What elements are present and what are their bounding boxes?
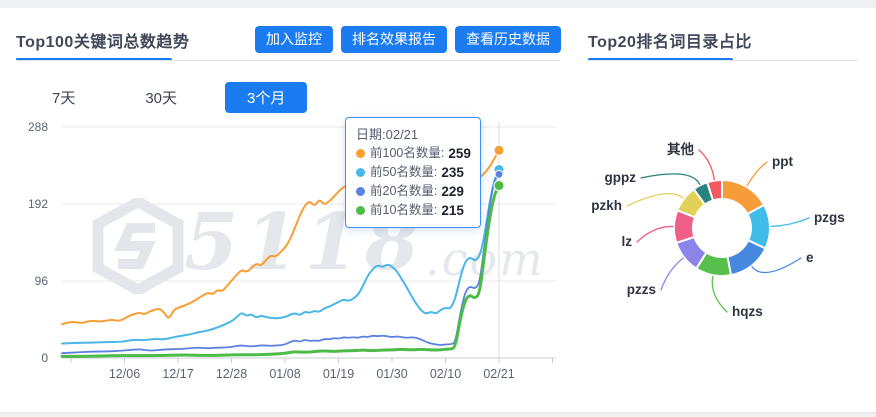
donut-leader-lz	[636, 225, 674, 243]
rank-report-button[interactable]: 排名效果报告	[341, 26, 447, 53]
x-axis-label: 01/19	[323, 367, 354, 381]
donut-label-pzgs: pzgs	[814, 210, 845, 225]
series-endpoint-dot-前100名数量	[493, 144, 505, 156]
title-divider	[588, 60, 858, 61]
series-endpoint-dot-前10名数量	[493, 180, 505, 192]
y-axis-label: 192	[28, 197, 48, 211]
x-axis-label: 01/30	[376, 367, 407, 381]
dashboard-card: Top100关键词总数趋势 加入监控 排名效果报告 查看历史数据 7天 30天 …	[0, 8, 876, 413]
donut-label-gppz: gppz	[605, 170, 637, 185]
tab-30-days[interactable]: 30天	[145, 90, 178, 107]
x-axis-label: 12/17	[162, 367, 193, 381]
donut-slice-其他[interactable]	[705, 178, 723, 202]
donut-label-e: e	[806, 250, 814, 265]
tab-7-days[interactable]: 7天	[52, 90, 76, 107]
trend-actions: 加入监控 排名效果报告 查看历史数据	[255, 26, 561, 53]
line-series-前100名数量	[61, 149, 500, 326]
y-axis-label: 96	[35, 274, 49, 288]
donut-panel-title: Top20排名词目录占比	[588, 34, 752, 51]
donut-leader-pzkh	[626, 192, 684, 207]
y-axis-label: 288	[28, 120, 48, 134]
donut-label-ppt: ppt	[772, 154, 793, 169]
donut-leader-其他	[698, 149, 715, 181]
line-series-前10名数量	[60, 184, 501, 358]
title-active-underline	[16, 58, 172, 61]
trend-panel-title: Top100关键词总数趋势	[16, 34, 190, 51]
range-tabs: 7天 30天 3个月	[30, 82, 308, 113]
donut-leader-e	[751, 257, 802, 274]
line-series-前20名数量	[61, 173, 500, 355]
trend-panel: Top100关键词总数趋势 加入监控 排名效果报告 查看历史数据 7天 30天 …	[0, 8, 566, 412]
history-data-button[interactable]: 查看历史数据	[455, 26, 561, 53]
tab-3-months[interactable]: 3个月	[225, 82, 308, 113]
donut-leader-pzgs	[770, 217, 810, 228]
x-axis-label: 01/08	[269, 367, 300, 381]
trend-line-chart[interactable]: 0 96 192 288 12/06 12/17 12/28 01/08 01/19 01/30 0…	[0, 112, 566, 407]
donut-label-lz: lz	[621, 234, 632, 249]
donut-leader-gppz	[640, 173, 701, 185]
donut-label-pzzs: pzzs	[627, 282, 656, 297]
series-endpoint-dot-前20名数量	[494, 169, 504, 179]
donut-label-其他: 其他	[667, 141, 695, 157]
donut-leader-pzzs	[660, 257, 684, 291]
x-axis-label: 12/28	[216, 367, 247, 381]
x-axis-label: 12/06	[109, 367, 140, 381]
donut-label-pzkh: pzkh	[591, 198, 622, 213]
title-active-underline	[588, 58, 733, 61]
line-series-前50名数量	[61, 168, 500, 345]
donut-leader-hqzs	[711, 275, 728, 313]
add-monitor-button[interactable]: 加入监控	[255, 26, 333, 53]
donut-leader-ppt	[746, 161, 768, 187]
donut-chart[interactable]: ppt pzgs e hqzs pzzs lz pzkh gppz 其他	[566, 100, 876, 395]
donut-label-hqzs: hqzs	[732, 304, 763, 319]
donut-slice-e[interactable]	[726, 239, 767, 277]
x-axis-label: 02/10	[430, 367, 461, 381]
y-axis-label: 0	[41, 351, 48, 365]
title-divider	[16, 60, 560, 61]
donut-panel: Top20排名词目录占比 ppt pzgs e hqzs pzzs lz pzkh gppz 其…	[566, 8, 876, 412]
x-axis-label: 02/21	[483, 367, 514, 381]
